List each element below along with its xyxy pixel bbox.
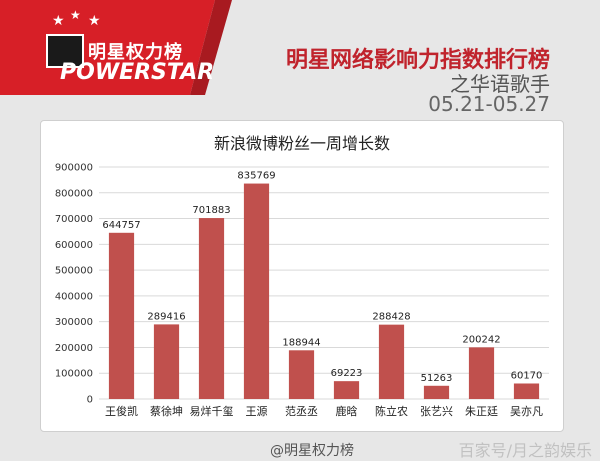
x-tick-label: 王源: [246, 404, 268, 418]
data-label: 835769: [237, 171, 275, 182]
watermark-baijiahao: 百家号/月之韵娱乐: [458, 441, 592, 460]
x-tick-label: 易烊千玺: [190, 404, 234, 418]
y-tick-label: 0: [87, 395, 93, 406]
x-tick-label: 鹿晗: [336, 404, 358, 418]
bar: [378, 324, 405, 399]
y-tick-label: 200000: [55, 343, 93, 354]
x-tick-label: 朱正廷: [465, 405, 498, 418]
page-subtitle: 之华语歌手: [450, 72, 550, 96]
star-icon: ★: [52, 13, 65, 29]
y-tick-label: 100000: [55, 369, 93, 380]
bar: [108, 232, 135, 399]
bars: [108, 183, 540, 399]
y-tick-label: 700000: [55, 214, 93, 225]
brand-name-en: POWERSTAR: [60, 60, 215, 85]
star-icon: ★: [70, 8, 81, 22]
data-label: 51263: [421, 373, 453, 384]
y-tick-label: 900000: [55, 163, 93, 174]
data-label: 701883: [192, 205, 230, 216]
data-label: 200242: [462, 334, 500, 345]
page-title: 明星网络影响力指数排行榜: [285, 48, 550, 73]
watermark-weibo: @明星权力榜: [270, 443, 354, 459]
star-icon: ★: [88, 13, 101, 29]
data-label: 288428: [372, 312, 410, 323]
brand-name-cn: 明星权力榜: [88, 42, 183, 63]
data-label: 644757: [102, 220, 140, 231]
chart-panel: 新浪微博粉丝一周增长数 0 100000 200000 300000 400000 500…: [40, 120, 564, 432]
bar: [243, 183, 270, 399]
bar: [288, 350, 315, 399]
data-label: 188944: [282, 337, 320, 348]
chart-title: 新浪微博粉丝一周增长数: [214, 134, 390, 153]
bar: [198, 218, 225, 399]
data-label: 69223: [331, 368, 363, 379]
bar: [423, 385, 450, 399]
x-tick-label: 吴亦凡: [510, 404, 543, 418]
bar: [153, 324, 180, 399]
x-tick-label: 蔡徐坤: [150, 404, 183, 418]
y-tick-label: 800000: [55, 188, 93, 199]
y-tick-label: 300000: [55, 317, 93, 328]
data-label: 289416: [147, 311, 185, 322]
bar-chart: 新浪微博粉丝一周增长数 0 100000 200000 300000 400000 500…: [55, 134, 549, 418]
y-tick-label: 600000: [55, 240, 93, 251]
y-tick-label: 400000: [55, 291, 93, 302]
labels: 644757 王俊凯 289416 蔡徐坤 701883 易烊千玺 835769 王源 1889…: [102, 171, 543, 418]
y-axis: 0 100000 200000 300000 400000 500000 600000 700…: [55, 163, 93, 406]
header: ★ ★ ★ 明星权力榜 POWERSTAR 明星网络影响力指数排行榜 之华语歌手…: [0, 0, 600, 120]
logo-emblem: [46, 34, 84, 68]
x-tick-label: 王俊凯: [105, 404, 138, 418]
date-range: 05.21-05.27: [428, 92, 550, 116]
y-tick-label: 500000: [55, 266, 93, 277]
bar: [333, 381, 360, 399]
x-tick-label: 范丞丞: [285, 404, 318, 418]
data-label: 60170: [511, 370, 543, 381]
bar: [468, 347, 495, 399]
logo-background: [0, 0, 232, 95]
x-tick-label: 张艺兴: [420, 405, 453, 418]
x-tick-label: 陈立农: [375, 404, 408, 418]
bar: [513, 383, 540, 399]
